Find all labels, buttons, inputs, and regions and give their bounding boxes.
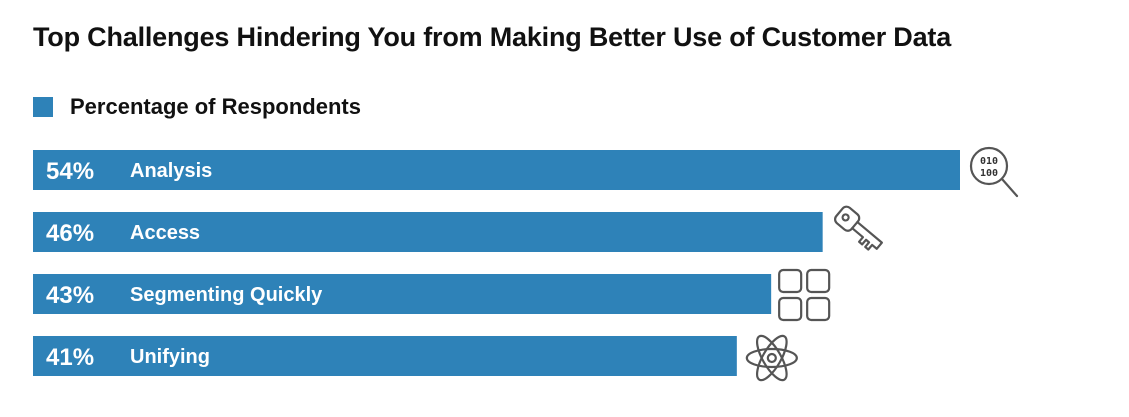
key-shape <box>833 205 883 251</box>
grid-squares-icon <box>778 268 831 322</box>
bar-category-label: Access <box>130 222 200 244</box>
bar-group: 41% Unifying <box>33 334 798 382</box>
bar-value-label: 46% <box>46 220 94 247</box>
key-blade <box>851 220 883 251</box>
bar-group: 46% Access <box>33 205 883 252</box>
atom-orbit <box>756 334 788 382</box>
legend: Percentage of Respondents <box>33 94 361 120</box>
legend-label: Percentage of Respondents <box>70 94 361 119</box>
bar-group: 43% Segmenting Quickly <box>33 268 831 322</box>
grid-square <box>806 296 831 322</box>
binary-text: 100 <box>980 168 998 179</box>
bar <box>33 336 737 376</box>
grid-square <box>806 268 831 294</box>
atom-nucleus <box>766 352 777 364</box>
bar-category-label: Analysis <box>130 160 212 182</box>
bar-category-label: Segmenting Quickly <box>130 284 323 306</box>
key-icon <box>833 205 883 251</box>
bar-value-label: 43% <box>46 282 94 309</box>
key-head <box>833 205 861 232</box>
atom-icon <box>745 334 798 382</box>
magnifier-handle <box>1000 177 1019 198</box>
key-hole <box>841 213 850 222</box>
atom-orbit <box>756 334 788 382</box>
bar <box>33 274 772 314</box>
chart-title: Top Challenges Hindering You from Making… <box>33 22 952 52</box>
binary-text: 010 <box>980 156 998 167</box>
bar-value-label: 41% <box>46 344 94 371</box>
bar <box>33 212 823 252</box>
bar-value-label: 54% <box>46 158 94 185</box>
bar-category-label: Unifying <box>130 346 210 368</box>
grid-square <box>778 296 803 322</box>
magnifier-lens <box>969 146 1009 186</box>
grid-square <box>778 268 803 294</box>
bar <box>33 150 960 190</box>
legend-swatch <box>33 97 53 117</box>
atom-orbit <box>745 347 798 369</box>
